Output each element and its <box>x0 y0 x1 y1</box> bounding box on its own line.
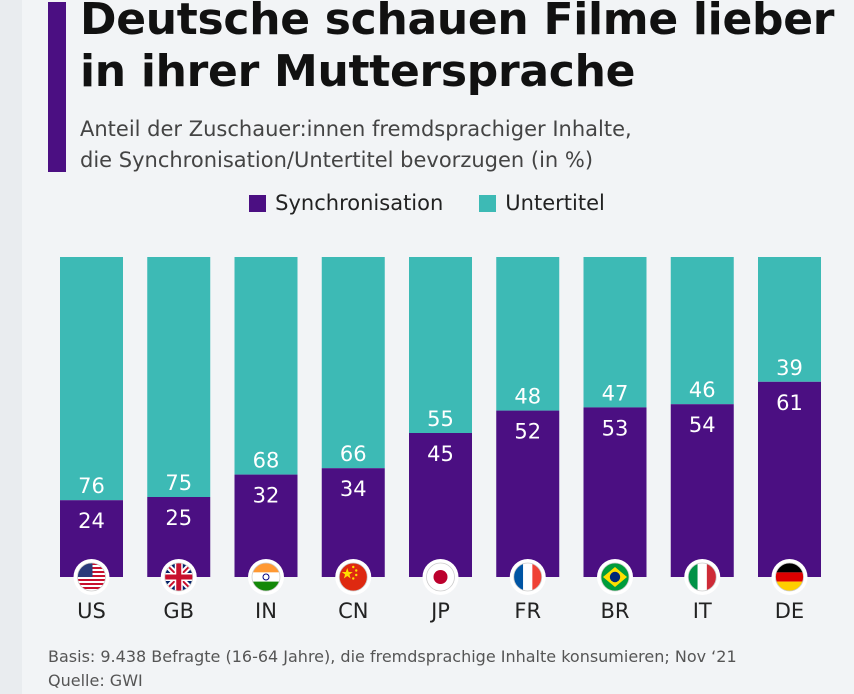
x-axis-labels: US GB IN CN JP FR BR IT DE <box>77 599 804 623</box>
data-label-synchronisation-cn: 34 <box>340 477 367 501</box>
bar-untertitel-fr <box>496 257 560 411</box>
bar-untertitel-jp <box>409 257 472 433</box>
x-tick-label-jp: JP <box>429 599 450 623</box>
footer-source: Quelle: GWI <box>48 671 143 690</box>
data-label-synchronisation-us: 24 <box>78 509 105 533</box>
flag-de-icon <box>771 559 808 595</box>
stacked-bar-chart: 76 24 75 25 68 32 66 34 55 45 48 52 47 53 46 54 39 61 US G… <box>60 257 821 623</box>
flag-us-icon <box>73 559 110 595</box>
flag-jp-icon <box>422 559 459 595</box>
data-label-synchronisation-gb: 25 <box>165 506 192 530</box>
bar-untertitel-br <box>583 257 647 408</box>
bar-untertitel-us <box>60 257 123 501</box>
data-label-synchronisation-it: 54 <box>689 413 716 437</box>
flag-icon-group <box>73 559 808 595</box>
title-accent-bar <box>48 2 66 172</box>
x-tick-label-gb: GB <box>163 599 194 623</box>
legend-label-untertitel: Untertitel <box>505 191 605 215</box>
data-label-synchronisation-fr: 52 <box>514 420 541 444</box>
data-label-untertitel-fr: 48 <box>514 385 541 409</box>
x-tick-label-us: US <box>77 599 106 623</box>
bar-untertitel-gb <box>147 257 211 497</box>
page-title: Deutsche schauen Filme lieber in ihrer M… <box>80 0 834 98</box>
data-label-untertitel-de: 39 <box>776 356 803 380</box>
legend-label-synchronisation: Synchronisation <box>275 191 444 215</box>
bar-synchronisation-fr <box>496 410 560 577</box>
legend-swatch-synchronisation <box>249 194 267 212</box>
title-line-2: in ihrer Muttersprache <box>80 46 636 97</box>
data-label-untertitel-cn: 66 <box>340 442 367 466</box>
bar-untertitel-cn <box>321 257 385 469</box>
x-tick-label-fr: FR <box>514 599 541 623</box>
title-line-1: Deutsche schauen Filme lieber <box>80 0 835 45</box>
data-label-untertitel-in: 68 <box>253 449 280 473</box>
data-label-untertitel-gb: 75 <box>165 471 192 495</box>
bar-untertitel-de <box>758 257 821 382</box>
bar-synchronisation-it <box>670 404 734 577</box>
chart-subtitle: Anteil der Zuschauer:innen fremdsprachig… <box>80 114 632 176</box>
data-label-synchronisation-br: 53 <box>602 416 629 440</box>
flag-fr-icon <box>509 559 546 595</box>
x-tick-label-cn: CN <box>338 599 368 623</box>
subtitle-line-2: die Synchronisation/Untertitel bevorzuge… <box>80 148 594 172</box>
bar-synchronisation-jp <box>409 433 472 577</box>
legend-swatch-untertitel <box>479 194 497 212</box>
footer-basis: Basis: 9.438 Befragte (16-64 Jahre), die… <box>48 647 737 666</box>
legend-item-synchronisation: Synchronisation <box>249 191 443 215</box>
chart-legend: Synchronisation Untertitel <box>0 191 854 215</box>
bar-synchronisation-cn <box>321 468 385 577</box>
x-tick-label-br: BR <box>601 599 630 623</box>
data-label-synchronisation-in: 32 <box>253 484 280 508</box>
x-tick-label-de: DE <box>775 599 804 623</box>
x-tick-label-it: IT <box>693 599 712 623</box>
data-label-untertitel-jp: 55 <box>427 407 454 431</box>
bar-synchronisation-br <box>583 407 647 577</box>
flag-cn-icon <box>335 559 372 595</box>
bar-untertitel-in <box>234 257 298 475</box>
bar-group: 76 24 75 25 68 32 66 34 55 45 48 52 47 53 46 54 39 61 <box>60 257 821 577</box>
flag-in-icon <box>248 559 284 595</box>
data-label-untertitel-us: 76 <box>78 474 105 498</box>
flag-gb-icon <box>160 559 197 595</box>
legend-item-untertitel: Untertitel <box>479 191 605 215</box>
data-label-untertitel-br: 47 <box>602 381 629 405</box>
x-tick-label-in: IN <box>255 599 277 623</box>
data-label-synchronisation-de: 61 <box>776 391 803 415</box>
subtitle-line-1: Anteil der Zuschauer:innen fremdsprachig… <box>80 117 632 141</box>
chart-footer: Basis: 9.438 Befragte (16-64 Jahre), die… <box>48 645 737 693</box>
data-label-untertitel-it: 46 <box>689 378 716 402</box>
flag-it-icon <box>684 559 721 595</box>
bar-untertitel-it <box>670 257 734 405</box>
flag-br-icon <box>597 559 633 595</box>
bar-synchronisation-de <box>758 381 821 577</box>
data-label-synchronisation-jp: 45 <box>427 442 454 466</box>
